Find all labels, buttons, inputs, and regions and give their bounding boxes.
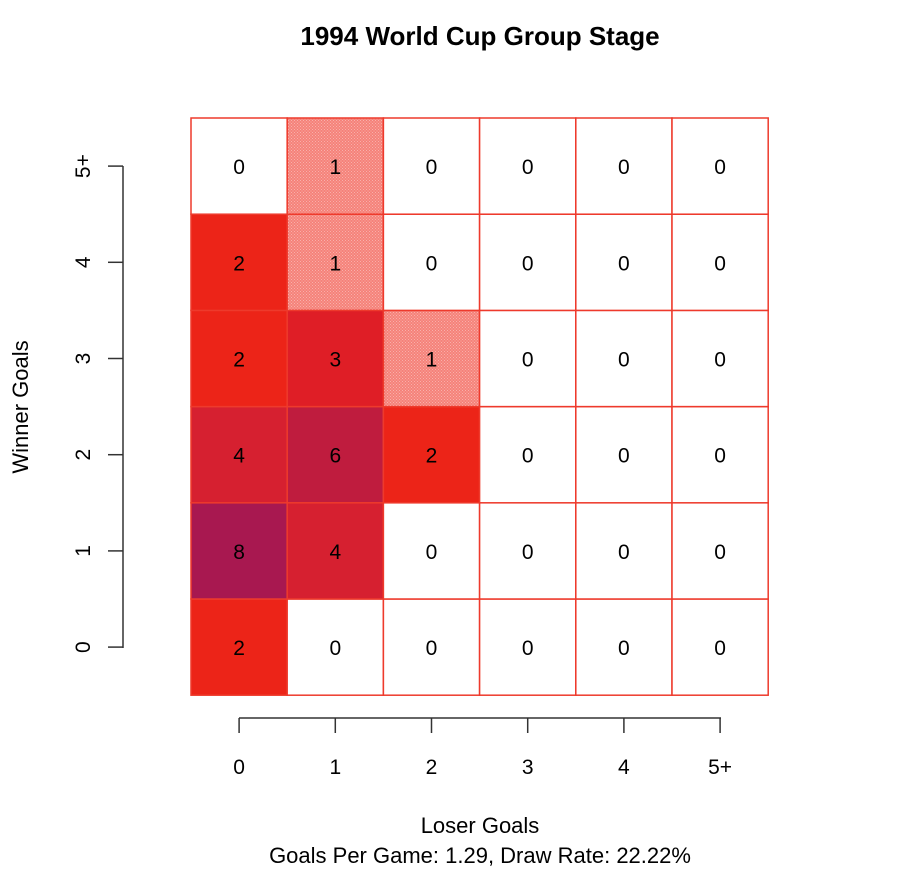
heatmap-cell-w4-l0 — [190, 213, 288, 312]
y-tick-label: 2 — [72, 449, 95, 461]
heatmap-cell-w4-l4 — [575, 213, 673, 312]
cell-value-label: 0 — [522, 156, 534, 179]
x-tick-label: 4 — [618, 756, 630, 779]
heatmap-cell-w1-l0 — [190, 502, 288, 600]
cell-value-label: 3 — [329, 349, 341, 372]
heatmap-cell-w3-l1 — [286, 309, 385, 408]
cell-value-label: 0 — [329, 637, 341, 660]
heatmap-cell-w2-l5+ — [671, 405, 769, 504]
x-tick-label: 2 — [426, 756, 438, 779]
x-axis-label: Loser Goals — [421, 813, 540, 838]
heatmap-cell-w2-l4 — [575, 405, 673, 504]
heatmap-cell-w1-l5+ — [671, 502, 769, 600]
heatmap-cell-w0-l0 — [190, 598, 288, 696]
cell-value-label: 0 — [522, 252, 534, 275]
cell-value-label: 0 — [714, 541, 726, 564]
cell-value-label: 0 — [618, 541, 630, 564]
cell-value-label: 2 — [233, 252, 245, 275]
heatmap-cell-w3-l2 — [382, 309, 481, 408]
cell-value-label: 0 — [426, 156, 438, 179]
heatmap-cell-w1-l1 — [286, 502, 385, 600]
cell-value-label: 0 — [714, 637, 726, 660]
cell-value-label: 1 — [329, 156, 341, 179]
y-axis-label: Winner Goals — [8, 340, 33, 473]
heatmap-cell-w5+-l0 — [190, 117, 288, 215]
heatmap-cell-w0-l5+ — [671, 598, 769, 696]
cell-value-label: 2 — [233, 349, 245, 372]
y-tick-label: 3 — [72, 353, 95, 365]
heatmap-cells: 2 0 0 0 0 0 8 4 0 0 0 0 4 6 2 0 0 0 2 3 1 0 0 0 2 1 0 0 0 0 0 1 0 0 0 0 — [190, 117, 769, 696]
y-axis: 0 1 2 3 4 5+ — [72, 154, 124, 653]
y-tick-label: 1 — [72, 545, 95, 557]
x-tick-label: 0 — [233, 756, 245, 779]
heatmap-cell-w2-l0 — [190, 405, 288, 504]
cell-value-label: 0 — [426, 252, 438, 275]
cell-value-label: 0 — [426, 541, 438, 564]
chart-title: 1994 World Cup Group Stage — [300, 21, 659, 51]
y-tick-label: 5+ — [72, 154, 95, 178]
cell-value-label: 0 — [618, 445, 630, 468]
cell-value-label: 8 — [233, 541, 245, 564]
x-tick-label: 1 — [329, 756, 341, 779]
cell-value-label: 0 — [618, 156, 630, 179]
heatmap-cell-w5+-l4 — [575, 117, 673, 215]
cell-value-label: 0 — [714, 349, 726, 372]
cell-value-label: 6 — [329, 445, 341, 468]
y-tick-label: 4 — [72, 256, 95, 268]
heatmap-cell-w5+-l3 — [478, 117, 577, 215]
x-axis: 0 1 2 3 4 5+ — [233, 717, 732, 779]
cell-value-label: 0 — [618, 637, 630, 660]
heatmap-cell-w0-l1 — [286, 598, 385, 696]
cell-value-label: 0 — [522, 637, 534, 660]
cell-value-label: 0 — [714, 252, 726, 275]
cell-value-label: 0 — [714, 445, 726, 468]
cell-value-label: 0 — [714, 156, 726, 179]
heatmap-cell-w0-l3 — [478, 598, 577, 696]
heatmap-cell-w3-l5+ — [671, 309, 769, 408]
cell-value-label: 0 — [618, 252, 630, 275]
heatmap-cell-w4-l5+ — [671, 213, 769, 312]
heatmap-cell-w3-l0 — [190, 309, 288, 408]
cell-value-label: 2 — [233, 637, 245, 660]
cell-value-label: 4 — [233, 445, 245, 468]
cell-value-label: 0 — [618, 349, 630, 372]
heatmap-cell-w1-l3 — [478, 502, 577, 600]
heatmap-cell-w3-l4 — [575, 309, 673, 408]
cell-value-label: 2 — [426, 445, 438, 468]
heatmap-cell-w1-l2 — [382, 502, 481, 600]
cell-value-label: 0 — [233, 156, 245, 179]
x-tick-label: 3 — [522, 756, 534, 779]
y-tick-label: 0 — [72, 641, 95, 653]
cell-value-label: 4 — [329, 541, 341, 564]
x-tick-label: 5+ — [708, 756, 732, 779]
chart-subtitle: Goals Per Game: 1.29, Draw Rate: 22.22% — [269, 843, 691, 868]
heatmap-cell-w2-l3 — [478, 405, 577, 504]
cell-value-label: 0 — [522, 445, 534, 468]
heatmap-cell-w5+-l5+ — [671, 117, 769, 215]
heatmap-cell-w0-l4 — [575, 598, 673, 696]
heatmap-cell-w4-l2 — [382, 213, 481, 312]
cell-value-label: 0 — [426, 637, 438, 660]
cell-value-label: 1 — [426, 349, 438, 372]
cell-value-label: 0 — [522, 541, 534, 564]
cell-value-label: 1 — [329, 252, 341, 275]
cell-value-label: 0 — [522, 349, 534, 372]
heatmap-cell-w4-l3 — [478, 213, 577, 312]
